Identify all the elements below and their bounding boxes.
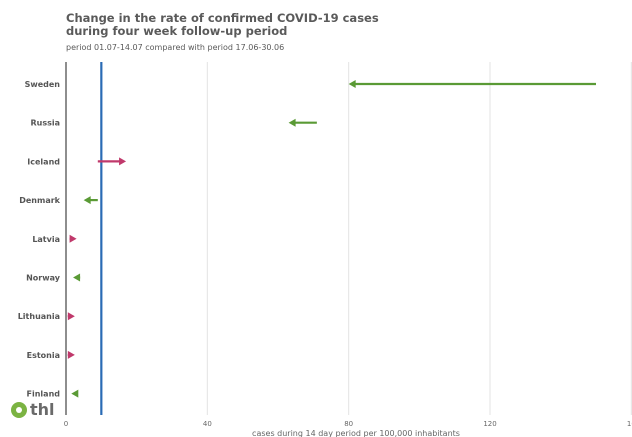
arrow-head bbox=[288, 118, 296, 127]
category-label: Estonia bbox=[27, 351, 60, 360]
arrow-head bbox=[71, 389, 79, 398]
thl-logo: thl bbox=[11, 400, 55, 419]
category-label: Denmark bbox=[19, 196, 60, 205]
arrow-head bbox=[119, 157, 127, 166]
arrow-head bbox=[67, 312, 75, 321]
arrow-head bbox=[83, 196, 91, 205]
category-label: Sweden bbox=[25, 80, 61, 89]
chart-title-line2: during four week follow-up period bbox=[66, 24, 288, 38]
arrow-head bbox=[73, 273, 81, 282]
arrow-head bbox=[348, 80, 356, 88]
category-label: Finland bbox=[27, 390, 61, 399]
thl-flower-icon bbox=[11, 401, 27, 418]
x-tick-label: 120 bbox=[483, 420, 496, 428]
x-tick-label: 80 bbox=[344, 420, 353, 428]
category-label: Latvia bbox=[32, 235, 60, 244]
category-label: Lithuania bbox=[18, 312, 60, 321]
arrow-head bbox=[69, 234, 77, 243]
chart-title: Change in the rate of confirmed COVID-19… bbox=[66, 12, 426, 38]
x-tick-label: 16 bbox=[627, 420, 632, 428]
category-label: Iceland bbox=[27, 157, 60, 166]
category-label: Russia bbox=[30, 119, 60, 128]
x-axis-title: cases during 14 day period per 100,000 i… bbox=[252, 429, 460, 437]
chart-subtitle: period 01.07-14.07 compared with period … bbox=[66, 43, 285, 52]
x-tick-label: 40 bbox=[203, 420, 212, 428]
category-label: Norway bbox=[26, 274, 61, 283]
x-tick-label: 0 bbox=[64, 420, 68, 428]
thl-logo-text: thl bbox=[30, 400, 55, 419]
arrow-head bbox=[67, 350, 75, 359]
chart-title-line1: Change in the rate of confirmed COVID-19… bbox=[66, 11, 379, 25]
